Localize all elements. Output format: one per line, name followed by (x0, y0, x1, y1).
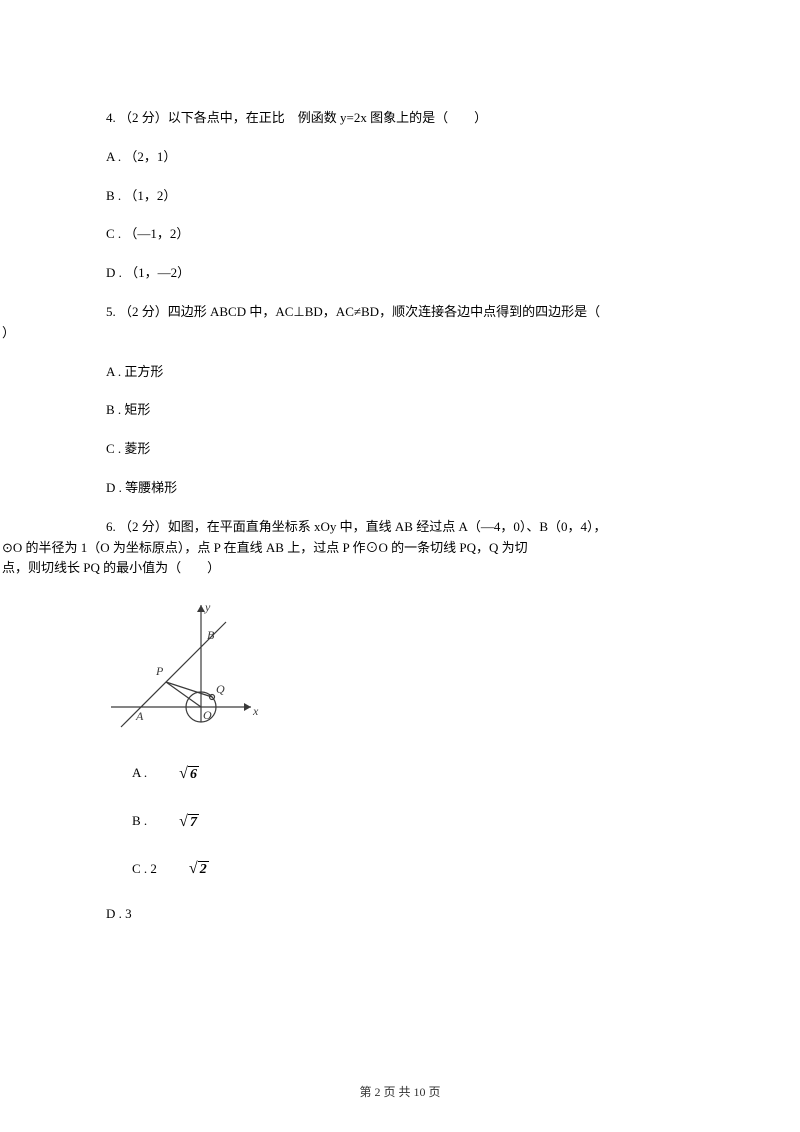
sqrt-icon: √2 (163, 856, 209, 882)
q6-opt-b: B . √7 (80, 809, 720, 835)
q6-stem: 6. （2 分）如图，在平面直角坐标系 xOy 中，直线 AB 经过点 A（—4… (80, 517, 720, 579)
svg-text:O: O (203, 708, 212, 722)
svg-text:Q: Q (216, 682, 225, 696)
q6-opt-d: D . 3 (80, 904, 720, 925)
q5-stem-line1: 5. （2 分）四边形 ABCD 中，AC⊥BD，AC≠BD，顺次连接各边中点得… (80, 302, 720, 323)
q6-stem-line1: 6. （2 分）如图，在平面直角坐标系 xOy 中，直线 AB 经过点 A（—4… (80, 517, 720, 538)
q5-opt-c: C . 菱形 (80, 439, 720, 460)
q4-opt-c: C . （—1，2） (80, 224, 720, 245)
q5-opt-a: A . 正方形 (80, 362, 720, 383)
q4-opt-d: D . （1，—2） (80, 263, 720, 284)
svg-text:y: y (204, 600, 211, 614)
q4-stem: 4. （2 分）以下各点中，在正比 例函数 y=2x 图象上的是（ ） (80, 108, 720, 129)
q6-stem-line2: ⊙O 的半径为 1（O 为坐标原点），点 P 在直线 AB 上，过点 P 作⊙O… (2, 538, 720, 559)
q6-figure: y x A B P O Q (106, 597, 720, 739)
svg-text:x: x (252, 704, 259, 718)
svg-text:A: A (135, 709, 144, 723)
q5-stem-line2: ） (2, 323, 720, 344)
q5-opt-b: B . 矩形 (80, 400, 720, 421)
q6-opt-b-label: B . (106, 811, 147, 832)
q6-opt-a-label: A . (106, 763, 147, 784)
page-footer: 第 2 页 共 10 页 (0, 1083, 800, 1102)
q4-opt-b: B . （1，2） (80, 186, 720, 207)
svg-text:P: P (155, 664, 164, 678)
svg-text:B: B (207, 628, 215, 642)
q5-opt-d: D . 等腰梯形 (80, 478, 720, 499)
q6-opt-c: C . 2 √2 (80, 856, 720, 882)
sqrt-icon: √6 (153, 761, 199, 787)
q6-opt-a: A . √6 (80, 761, 720, 787)
q4-opt-a: A . （2，1） (80, 147, 720, 168)
q5-stem: 5. （2 分）四边形 ABCD 中，AC⊥BD，AC≠BD，顺次连接各边中点得… (80, 302, 720, 344)
sqrt-icon: √7 (153, 809, 199, 835)
q6-opt-c-label: C . 2 (106, 859, 157, 880)
q6-stem-line3: 点，则切线长 PQ 的最小值为（ ） (2, 558, 720, 579)
